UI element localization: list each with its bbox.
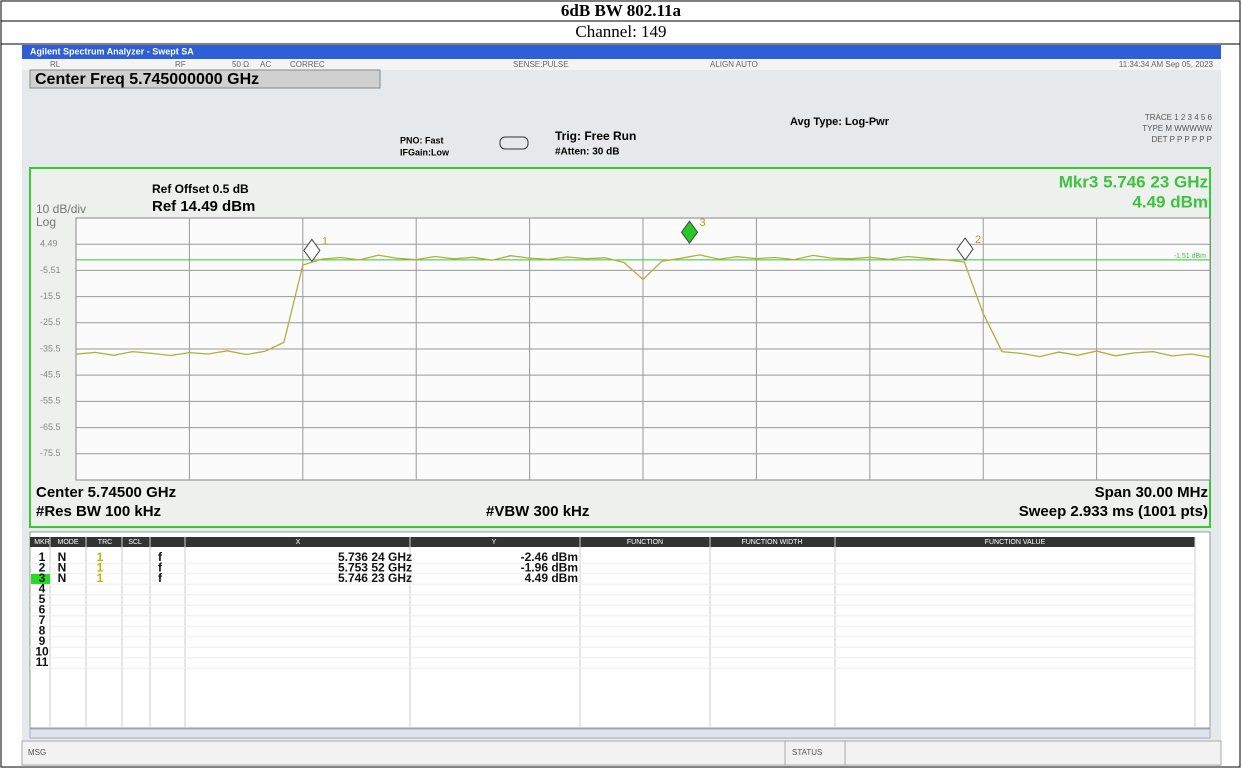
cell: 4 <box>39 582 46 596</box>
marker <box>956 237 974 261</box>
cell: f <box>158 561 163 575</box>
cell: 11 <box>36 655 49 669</box>
trig-icon <box>499 136 529 150</box>
cell: 10 <box>35 645 49 659</box>
trace-info: TYPE M WWWWW <box>1142 124 1212 133</box>
cell: 7 <box>39 613 46 627</box>
status-label: STATUS <box>792 748 822 757</box>
cell: 5 <box>39 592 46 606</box>
trace <box>75 254 1211 358</box>
column-header: FUNCTION WIDTH <box>741 539 802 546</box>
atten: #Atten: 30 dB <box>555 147 619 158</box>
column-header: FUNCTION VALUE <box>985 539 1046 546</box>
column-header: TRC <box>98 539 112 546</box>
cell: 2 <box>39 561 46 575</box>
doc-title: 6dB BW 802.11a <box>561 1 682 20</box>
avg-type: Avg Type: Log-Pwr <box>790 116 890 128</box>
cell: 6 <box>39 603 46 617</box>
column-header: SCL <box>128 539 142 546</box>
y-tick-label: -45.5 <box>40 370 61 380</box>
msg: MSG <box>28 748 46 757</box>
scrollbar <box>29 728 1211 739</box>
msg-bar <box>21 740 1222 766</box>
status-item: CORREC <box>290 60 325 69</box>
center-freq: Center Freq 5.745000000 GHz <box>35 71 259 88</box>
marker-readout-value: 4.49 dBm <box>1132 192 1208 211</box>
display-line-label: -1.51 dBm <box>1174 253 1206 260</box>
cell: 1 <box>97 561 104 575</box>
res-bw: #Res BW 100 kHz <box>36 503 161 520</box>
trig: Trig: Free Run <box>555 129 636 143</box>
cell: 3 <box>39 571 46 585</box>
status-item: RL <box>50 60 61 69</box>
cell: 5.746 23 GHz <box>338 571 412 585</box>
marker <box>680 220 699 245</box>
y-tick-label: -65.5 <box>40 422 61 432</box>
ref-offset: Ref Offset 0.5 dB <box>152 182 249 196</box>
cell: 9 <box>39 634 46 648</box>
row-highlight <box>31 574 50 584</box>
vbw: #VBW 300 kHz <box>486 503 589 520</box>
cell: 8 <box>39 624 46 638</box>
y-tick-label: -15.5 <box>40 291 61 301</box>
cell: N <box>58 561 67 575</box>
cell: N <box>58 571 67 585</box>
cell: N <box>58 550 67 564</box>
scale: 10 dB/div <box>36 202 86 216</box>
cell: 5.753 52 GHz <box>338 561 412 575</box>
cell: 1 <box>97 571 104 585</box>
cell: 1 <box>39 550 46 564</box>
status-item: ALIGN AUTO <box>710 60 758 69</box>
column-header: X <box>296 539 301 546</box>
sweep: Sweep 2.933 ms (1001 pts) <box>1019 503 1208 520</box>
pno: PNO: Fast <box>400 135 444 145</box>
table-header <box>30 537 1195 547</box>
status-item: AC <box>260 60 271 69</box>
status-item: 50 Ω <box>232 60 249 69</box>
cell: 5.736 24 GHz <box>338 550 412 564</box>
status-item: 11:34:34 AM Sep 05, 2023 <box>1119 60 1214 69</box>
marker-readout: Mkr3 5.746 23 GHz <box>1059 172 1208 191</box>
span: Span 30.00 MHz <box>1095 484 1208 501</box>
marker-label: 3 <box>699 217 705 229</box>
center-freq-box <box>29 69 381 89</box>
cell: 4.49 dBm <box>525 571 578 585</box>
y-tick-label: -75.5 <box>40 448 61 458</box>
center: Center 5.74500 GHz <box>36 484 176 501</box>
column-header: FUNCTION <box>627 539 663 546</box>
marker <box>303 238 321 263</box>
scale-type: Log <box>36 215 56 229</box>
column-header: MKR <box>34 539 50 546</box>
column-header: MODE <box>58 539 79 546</box>
ref-level: Ref 14.49 dBm <box>152 198 255 215</box>
marker-label: 1 <box>322 235 328 247</box>
marker-label: 2 <box>975 234 981 246</box>
y-tick-label: 4.49 <box>40 239 58 249</box>
cell: f <box>158 571 163 585</box>
ifgain: IFGain:Low <box>400 147 450 157</box>
trace-info: TRACE 1 2 3 4 5 6 <box>1145 113 1213 122</box>
y-tick-label: -55.5 <box>40 396 61 406</box>
column-header: Y <box>492 539 497 546</box>
cell: 1 <box>97 550 104 564</box>
status-bar <box>22 59 1221 70</box>
y-tick-label: -5.51 <box>40 265 61 275</box>
cell: -2.46 dBm <box>521 550 578 564</box>
marker-table <box>29 531 1211 729</box>
window-title: Agilent Spectrum Analyzer - Swept SA <box>30 46 194 56</box>
y-tick-label: -35.5 <box>40 343 61 353</box>
cell: -1.96 dBm <box>521 561 578 575</box>
trace-info: DET P P P P P P <box>1152 135 1212 144</box>
status-item: RF <box>175 60 186 69</box>
title-bar <box>22 45 1221 59</box>
doc-subtitle: Channel: 149 <box>575 22 666 41</box>
cell: f <box>158 550 163 564</box>
status-item: SENSE:PULSE <box>513 60 569 69</box>
y-tick-label: -25.5 <box>40 317 61 327</box>
